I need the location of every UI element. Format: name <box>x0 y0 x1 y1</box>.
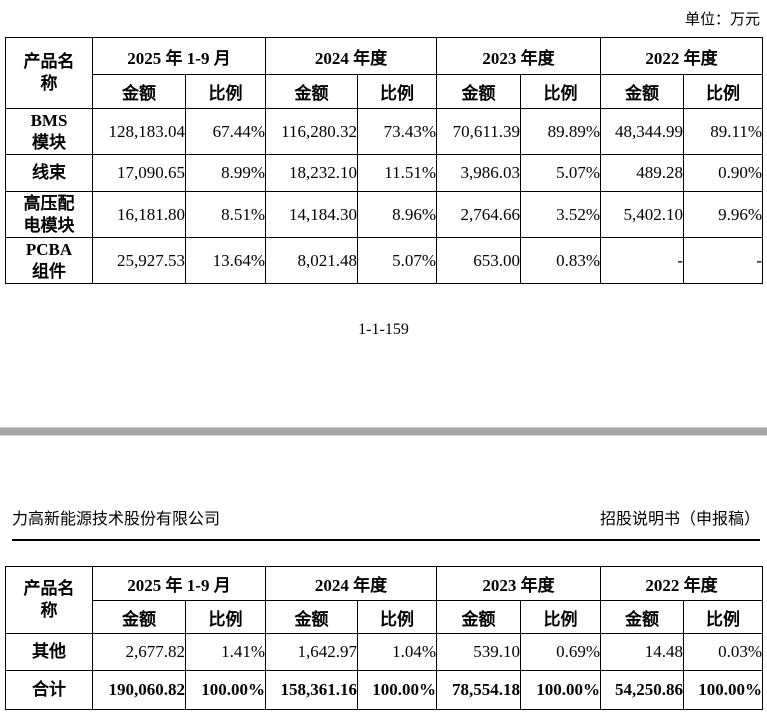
amount-header: 金额 <box>600 74 685 109</box>
table-row-pcba: PCBA 组件 25,927.53 13.64% 8,021.48 5.07% … <box>5 237 764 284</box>
amount-cell: 8,021.48 <box>265 237 359 284</box>
ratio-header: 比例 <box>357 600 438 634</box>
ratio-cell: 13.64% <box>184 237 267 284</box>
document-type: 招股说明书（申报稿） <box>599 511 760 528</box>
amount-header: 金额 <box>436 600 522 634</box>
amount-cell: 25,927.53 <box>92 237 186 284</box>
ratio-cell: 1.41% <box>184 633 267 671</box>
ratio-header: 比例 <box>520 74 602 109</box>
ratio-cell: 5.07% <box>357 237 438 284</box>
amount-cell: 489.28 <box>600 154 685 192</box>
unit-label: 单位：万元 <box>684 12 760 28</box>
amount-cell: 78,554.18 <box>436 670 522 710</box>
table-header-row-periods: 产品名 称 2025 年 1-9 月 2024 年度 2023 年度 2022 … <box>5 566 764 634</box>
amount-cell: 190,060.82 <box>92 670 186 710</box>
period-header-2023: 2023 年度 <box>436 37 602 75</box>
table-header-row-periods: 产品名 称 2025 年 1-9 月 2024 年度 2023 年度 2022 … <box>5 37 764 109</box>
ratio-cell: 1.04% <box>357 633 438 671</box>
period-header-2024: 2024 年度 <box>265 566 438 601</box>
ratio-cell: 100.00% <box>357 670 438 710</box>
ratio-cell: - <box>683 237 764 284</box>
ratio-cell: 100.00% <box>184 670 267 710</box>
period-header-2024: 2024 年度 <box>265 37 438 75</box>
product-name-cell: 高压配 电模块 <box>5 191 93 238</box>
table-row-total: 合计 190,060.82 100.00% 158,361.16 100.00%… <box>5 670 764 710</box>
product-revenue-table-page1: 产品名 称 2025 年 1-9 月 2024 年度 2023 年度 2022 … <box>5 37 764 284</box>
page-header: 力高新能源技术股份有限公司 招股说明书（申报稿） <box>12 507 760 541</box>
amount-cell: 3,986.03 <box>436 154 522 192</box>
amount-cell: 539.10 <box>436 633 522 671</box>
ratio-header: 比例 <box>683 600 764 634</box>
amount-cell: 128,183.04 <box>92 108 186 155</box>
ratio-cell: 0.69% <box>520 633 602 671</box>
product-revenue-table-page2: 产品名 称 2025 年 1-9 月 2024 年度 2023 年度 2022 … <box>5 566 764 710</box>
ratio-cell: 8.96% <box>357 191 438 238</box>
ratio-header: 比例 <box>184 74 267 109</box>
ratio-cell: 11.51% <box>357 154 438 192</box>
company-name: 力高新能源技术股份有限公司 <box>12 511 221 528</box>
amount-cell: 54,250.86 <box>600 670 685 710</box>
table-row-wire-harness: 线束 17,090.65 8.99% 18,232.10 11.51% 3,98… <box>5 154 764 192</box>
product-name-header: 产品名 称 <box>5 37 93 109</box>
product-name-cell: BMS 模块 <box>5 108 93 155</box>
amount-cell: 2,677.82 <box>92 633 186 671</box>
ratio-cell: 100.00% <box>520 670 602 710</box>
ratio-cell: 73.43% <box>357 108 438 155</box>
table-row-other: 其他 2,677.82 1.41% 1,642.97 1.04% 539.10 … <box>5 633 764 671</box>
table-header-row-subcolumns: 金额 比例 金额 比例 金额 比例 金额 比例 <box>6 74 764 109</box>
ratio-cell: 8.99% <box>184 154 267 192</box>
period-header-2025: 2025 年 1-9 月 <box>91 37 267 75</box>
period-header-2023: 2023 年度 <box>436 566 602 601</box>
ratio-cell: 100.00% <box>683 670 764 710</box>
amount-cell: 158,361.16 <box>265 670 359 710</box>
amount-header: 金额 <box>92 600 186 634</box>
ratio-cell: 89.11% <box>683 108 764 155</box>
product-name-cell: PCBA 组件 <box>5 237 93 284</box>
ratio-cell: 0.83% <box>520 237 602 284</box>
amount-cell: - <box>600 237 685 284</box>
table-row-bms: BMS 模块 128,183.04 67.44% 116,280.32 73.4… <box>5 108 764 155</box>
table-row-hv-distribution: 高压配 电模块 16,181.80 8.51% 14,184.30 8.96% … <box>5 191 764 238</box>
amount-cell: 48,344.99 <box>600 108 685 155</box>
amount-cell: 16,181.80 <box>92 191 186 238</box>
ratio-cell: 3.52% <box>520 191 602 238</box>
amount-cell: 653.00 <box>436 237 522 284</box>
ratio-cell: 89.89% <box>520 108 602 155</box>
ratio-header: 比例 <box>357 74 438 109</box>
amount-cell: 70,611.39 <box>436 108 522 155</box>
amount-cell: 5,402.10 <box>600 191 685 238</box>
ratio-cell: 5.07% <box>520 154 602 192</box>
amount-header: 金额 <box>436 74 522 109</box>
amount-cell: 18,232.10 <box>265 154 359 192</box>
ratio-cell: 8.51% <box>184 191 267 238</box>
amount-header: 金额 <box>600 600 685 634</box>
amount-cell: 2,764.66 <box>436 191 522 238</box>
amount-header: 金额 <box>265 74 359 109</box>
ratio-header: 比例 <box>683 74 764 109</box>
table-header-row-subcolumns: 金额 比例 金额 比例 金额 比例 金额 比例 <box>6 600 764 634</box>
ratio-header: 比例 <box>184 600 267 634</box>
product-name-cell: 其他 <box>5 633 93 671</box>
amount-cell: 1,642.97 <box>265 633 359 671</box>
period-header-2022: 2022 年度 <box>600 37 764 75</box>
period-header-2025: 2025 年 1-9 月 <box>91 566 267 601</box>
product-name-header: 产品名 称 <box>5 566 93 634</box>
product-name-cell: 合计 <box>5 670 93 710</box>
page-number: 1-1-159 <box>358 321 409 338</box>
period-header-2022: 2022 年度 <box>600 566 764 601</box>
amount-header: 金额 <box>92 74 186 109</box>
ratio-cell: 0.03% <box>683 633 764 671</box>
ratio-cell: 67.44% <box>184 108 267 155</box>
amount-cell: 14.48 <box>600 633 685 671</box>
ratio-cell: 9.96% <box>683 191 764 238</box>
amount-cell: 116,280.32 <box>265 108 359 155</box>
ratio-header: 比例 <box>520 600 602 634</box>
amount-cell: 14,184.30 <box>265 191 359 238</box>
amount-cell: 17,090.65 <box>92 154 186 192</box>
amount-header: 金额 <box>265 600 359 634</box>
product-name-cell: 线束 <box>5 154 93 192</box>
ratio-cell: 0.90% <box>683 154 764 192</box>
page-break-divider <box>0 427 767 436</box>
